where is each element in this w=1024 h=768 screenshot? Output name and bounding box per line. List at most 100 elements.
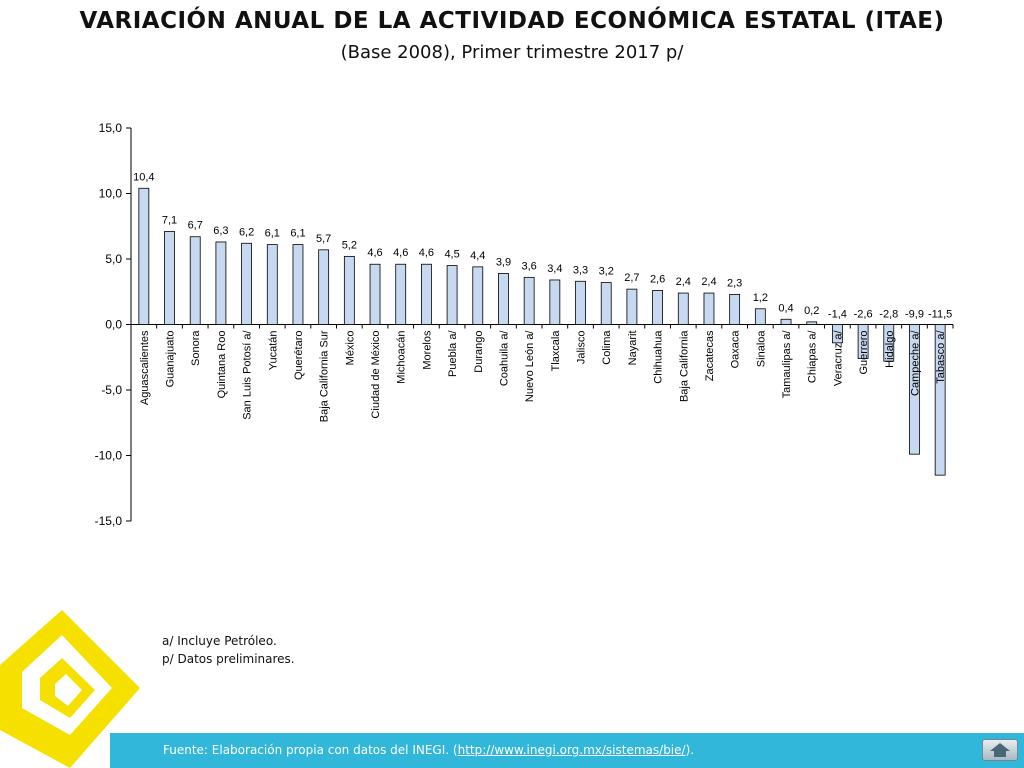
bar <box>498 273 509 325</box>
brand-logo <box>0 610 140 768</box>
bar <box>164 231 175 325</box>
y-tick-label: 15,0 <box>99 121 123 135</box>
category-label: Durango <box>473 331 485 373</box>
category-label: Guanajuato <box>165 331 177 388</box>
data-label: 3,3 <box>573 264 588 276</box>
category-label: Nuevo León a/ <box>524 330 536 402</box>
category-label: Michoacán <box>396 331 408 384</box>
data-label: 4,6 <box>419 247 434 259</box>
data-label: 0,4 <box>778 302 793 314</box>
bar <box>909 324 920 455</box>
bar <box>883 324 895 362</box>
bar <box>446 265 458 325</box>
bar <box>677 292 689 325</box>
category-label: México <box>344 331 356 366</box>
data-label: 2,3 <box>727 277 742 289</box>
data-label: -9,9 <box>905 309 924 321</box>
y-tick-label: 10,0 <box>99 187 123 201</box>
category-label: Oaxaca <box>730 330 742 369</box>
bar <box>189 236 201 325</box>
bar <box>754 308 766 325</box>
source-note: Fuente: Elaboración propia con datos del… <box>163 743 694 757</box>
footnote-petroleo: a/ Incluye Petróleo. <box>162 634 277 648</box>
category-label: Chihuahua <box>653 330 665 384</box>
bar <box>729 293 741 325</box>
bar <box>395 263 407 325</box>
data-label: 4,6 <box>393 247 408 259</box>
data-label: -2,8 <box>879 309 898 321</box>
data-label: 3,4 <box>547 263 562 275</box>
category-label: Baja California <box>678 330 690 402</box>
data-label: 6,1 <box>265 228 280 240</box>
category-label: Yucatán <box>267 331 279 371</box>
category-label: Nayarit <box>627 331 639 366</box>
category-label: Coahuila a/ <box>498 330 510 387</box>
data-label: -1,4 <box>828 309 847 321</box>
bar <box>806 321 818 325</box>
y-tick-label: -10,0 <box>95 449 123 463</box>
data-label: 10,4 <box>133 171 154 183</box>
data-label: 2,6 <box>650 273 665 285</box>
category-label: Morelos <box>421 330 433 370</box>
bar <box>857 324 869 359</box>
source-link[interactable]: http://www.inegi.org.mx/sistemas/bie/ <box>457 743 686 757</box>
category-label: Chiapas a/ <box>807 330 819 384</box>
category-label: Baja California Sur <box>319 330 331 422</box>
data-label: 2,4 <box>701 276 716 288</box>
bar <box>600 282 612 325</box>
data-label: 7,1 <box>162 214 177 226</box>
bar <box>934 324 946 476</box>
category-label: Hidalgo <box>884 331 896 368</box>
data-label: 1,2 <box>753 292 768 304</box>
data-label: 6,3 <box>213 225 228 237</box>
category-label: Jalisco <box>576 331 588 365</box>
bar <box>832 324 843 344</box>
category-label: Veracruz a/ <box>832 330 844 387</box>
home-button[interactable] <box>982 739 1018 761</box>
footnotes: a/ Incluye Petróleo. p/ Datos preliminar… <box>162 632 295 668</box>
data-label: 2,4 <box>676 276 691 288</box>
category-label: Tabasco a/ <box>935 330 947 384</box>
bar <box>472 266 484 325</box>
bar <box>652 290 663 325</box>
bar <box>241 242 252 325</box>
data-label: 6,1 <box>290 228 305 240</box>
source-prefix: Fuente: Elaboración propia con datos del… <box>163 743 458 757</box>
page-title: VARIACIÓN ANUAL DE LA ACTIVIDAD ECONÓMIC… <box>79 8 945 34</box>
bar <box>138 187 150 325</box>
page-subtitle: (Base 2008), Primer trimestre 2017 p/ <box>340 42 684 63</box>
data-label: -2,6 <box>854 309 873 321</box>
data-label: 0,2 <box>804 305 819 317</box>
bar <box>343 255 355 325</box>
category-label: Quintana Roo <box>216 331 228 399</box>
category-label: Colima <box>601 330 613 365</box>
data-label: 5,2 <box>342 239 357 251</box>
bar <box>703 292 715 325</box>
bar-chart: 15,0 10,0 5,0 0,0 -5,0 -10,0 -15,0 10,4 Aguascal… <box>95 121 954 528</box>
footnote-preliminares: p/ Datos preliminares. <box>162 652 295 666</box>
category-label: Tamaulipas a/ <box>781 330 793 399</box>
bar <box>215 241 227 325</box>
data-label: 4,6 <box>367 247 382 259</box>
bar <box>626 288 638 325</box>
data-label: 4,5 <box>444 249 459 261</box>
data-label: 4,4 <box>470 250 485 262</box>
bar <box>266 244 278 325</box>
category-label: Sinaloa <box>755 330 767 368</box>
bar <box>318 249 330 325</box>
category-label: Zacatecas <box>704 330 716 381</box>
data-label: 3,2 <box>599 266 614 278</box>
bar <box>292 244 304 325</box>
bar <box>575 280 586 325</box>
bar <box>421 263 432 325</box>
data-label: 6,2 <box>239 226 254 238</box>
category-label: Puebla a/ <box>447 330 459 377</box>
category-label: San Luis Potosí a/ <box>242 330 254 420</box>
bar <box>523 276 535 325</box>
category-label: Tlaxcala <box>550 330 562 372</box>
footer-bar <box>110 733 1024 768</box>
bar <box>780 318 792 325</box>
bar <box>369 263 381 325</box>
y-tick-label: -5,0 <box>101 383 122 397</box>
data-label: 5,7 <box>316 233 331 245</box>
